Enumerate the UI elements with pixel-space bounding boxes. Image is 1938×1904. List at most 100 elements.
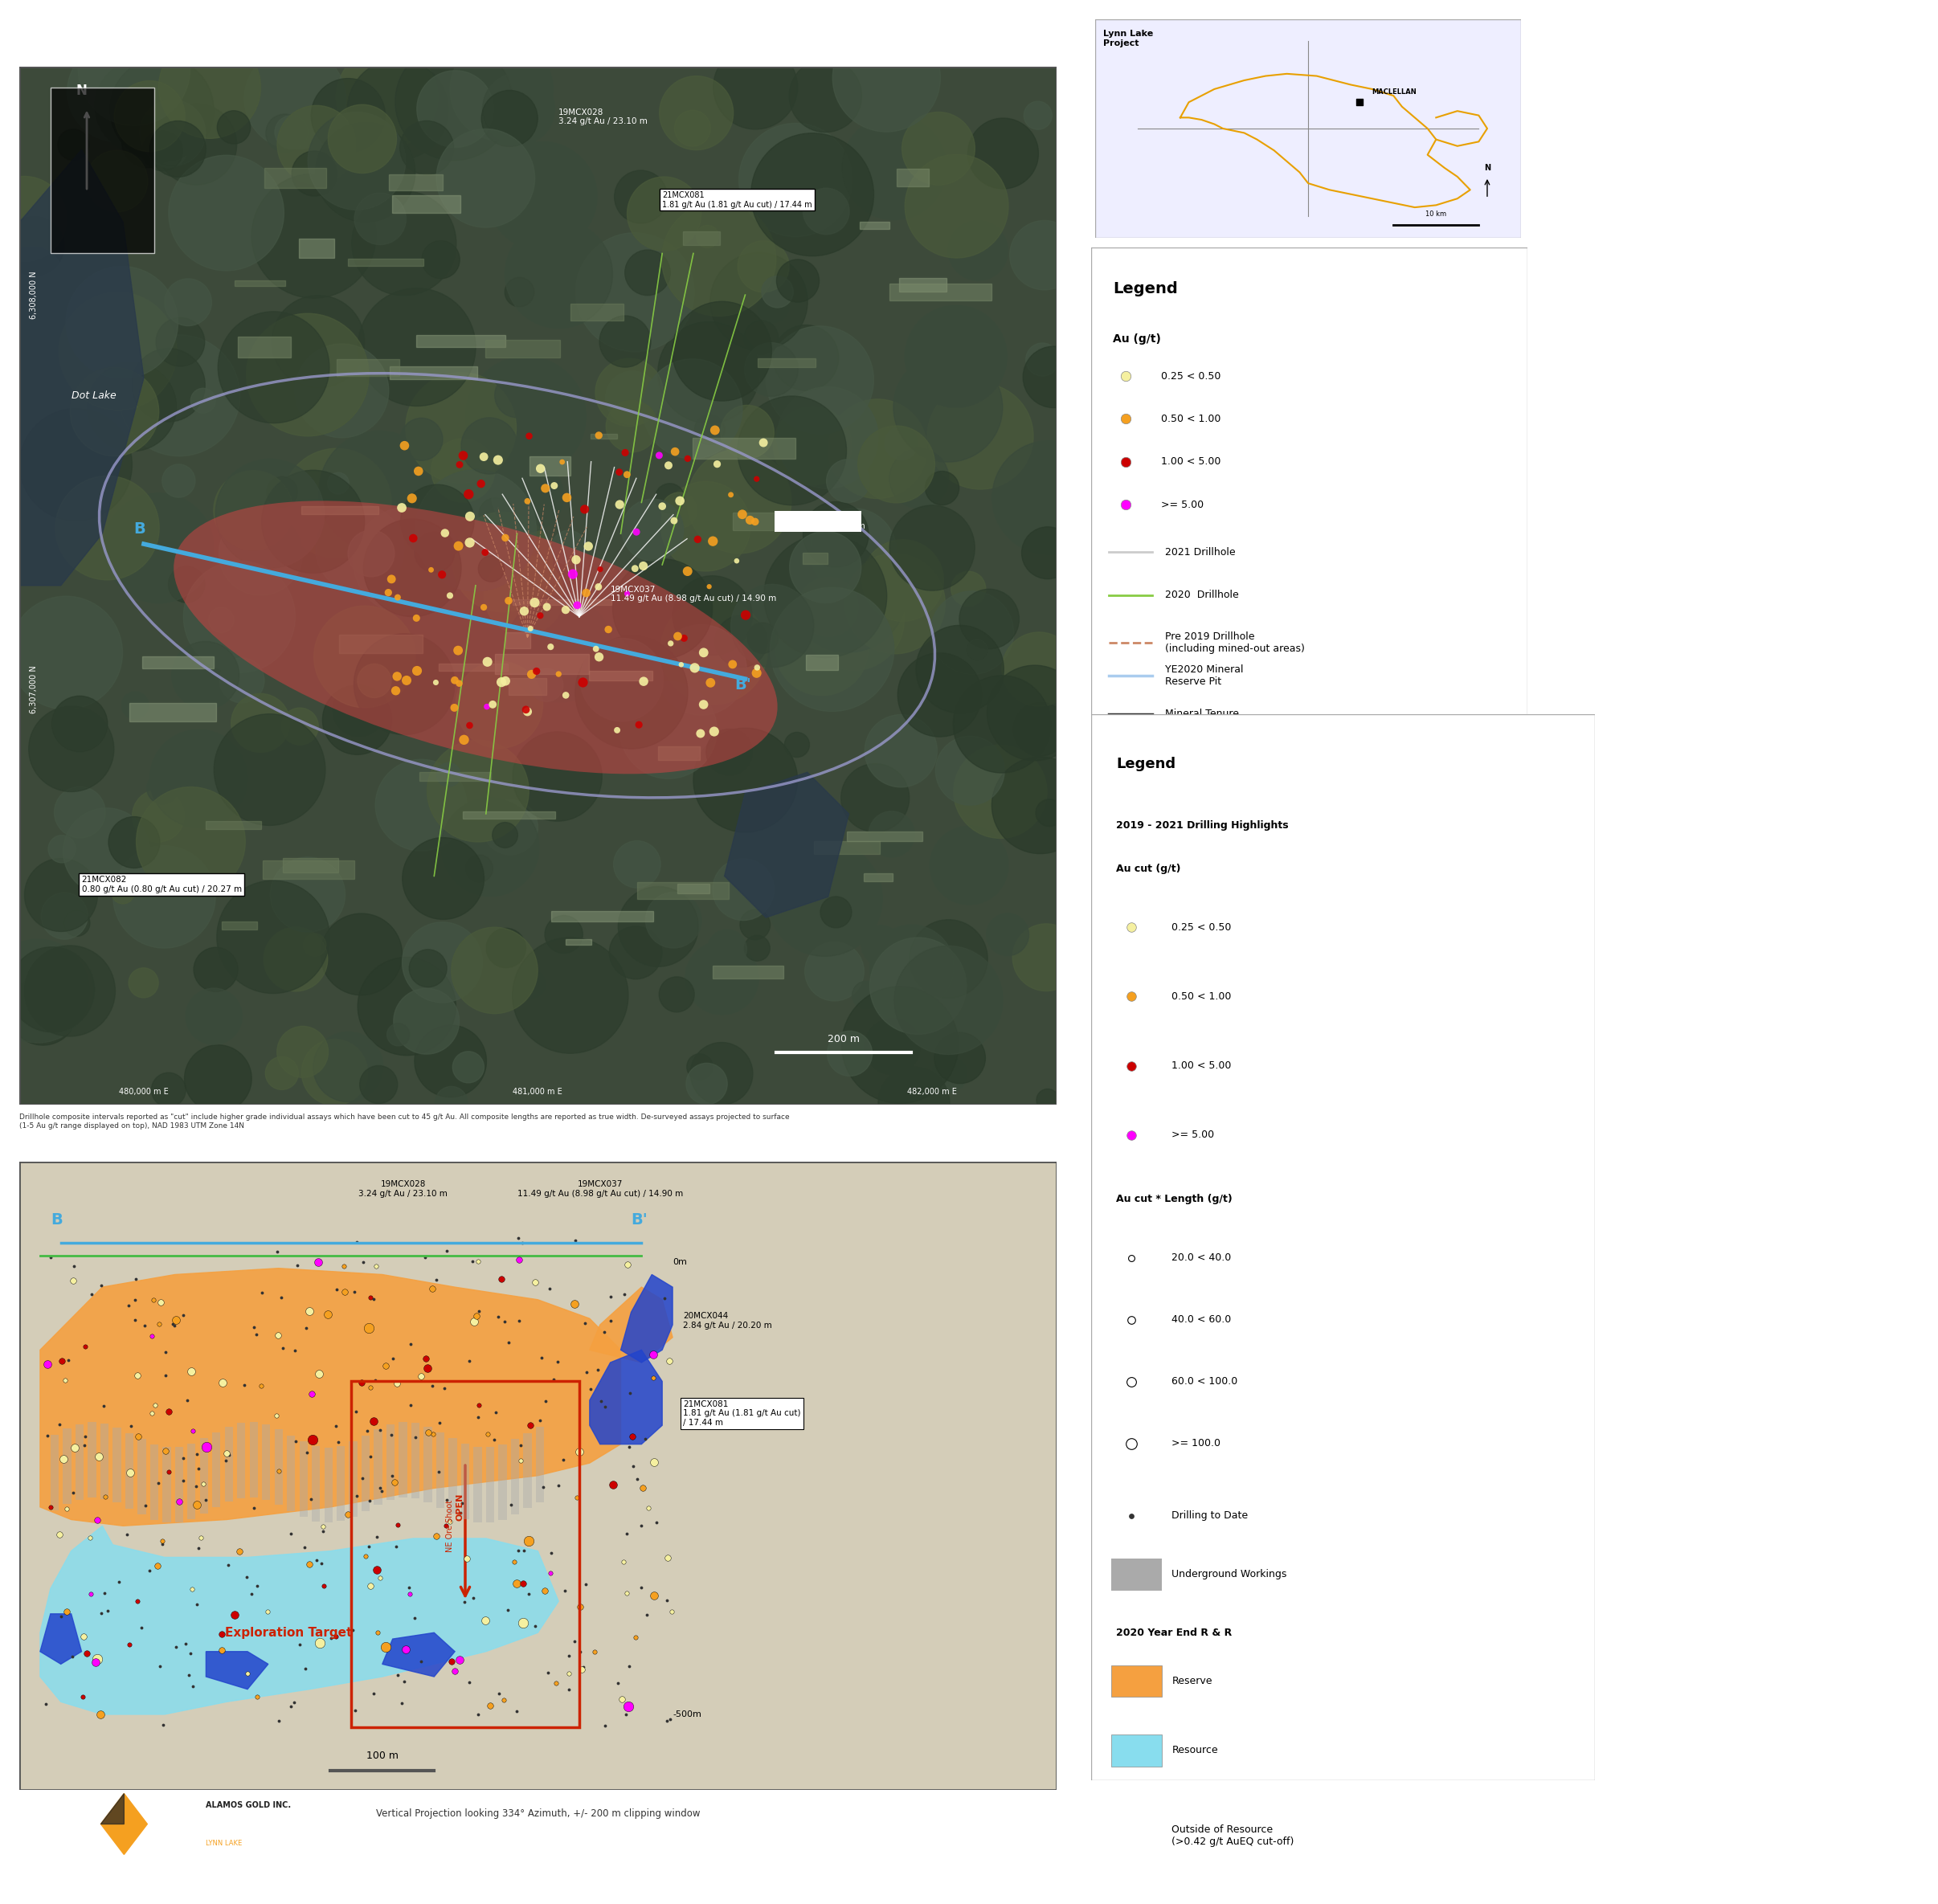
Point: [601, 714, 632, 744]
Point: [275, 1691, 306, 1721]
Point: [560, 1224, 591, 1255]
Point: [312, 1299, 343, 1329]
Circle shape: [190, 388, 215, 413]
Bar: [860, 221, 890, 228]
Point: [514, 1578, 545, 1609]
Text: 2020  Drillhole: 2020 Drillhole: [1165, 590, 1238, 600]
Ellipse shape: [174, 501, 777, 773]
Polygon shape: [725, 773, 849, 918]
Text: 481,000 m E: 481,000 m E: [514, 1087, 562, 1095]
Point: [609, 1279, 640, 1310]
Point: [182, 1453, 213, 1483]
Text: 100 m: 100 m: [366, 1750, 399, 1761]
Point: [421, 1264, 452, 1295]
Bar: [897, 169, 928, 187]
Point: [89, 1481, 120, 1512]
Point: [376, 1418, 407, 1449]
Circle shape: [169, 565, 205, 604]
Point: [403, 455, 434, 486]
Circle shape: [785, 733, 810, 758]
Circle shape: [312, 78, 386, 152]
Point: [353, 1312, 384, 1342]
Point: [508, 596, 539, 626]
Point: [72, 1637, 103, 1668]
Text: B: B: [50, 1213, 62, 1228]
Point: [376, 564, 407, 594]
Point: [145, 1651, 176, 1681]
Point: [399, 1603, 430, 1634]
Point: [502, 1696, 533, 1727]
Point: [60, 1432, 91, 1462]
Bar: [523, 1434, 531, 1508]
Point: [169, 1443, 200, 1474]
Bar: [486, 1447, 494, 1523]
Text: MACLELLAN: MACLELLAN: [1372, 88, 1417, 95]
Point: [399, 1422, 430, 1453]
Point: [370, 1632, 401, 1662]
Point: [213, 1439, 244, 1470]
Point: [382, 1660, 413, 1691]
Circle shape: [395, 44, 514, 160]
Point: [211, 1445, 242, 1476]
Circle shape: [618, 887, 698, 967]
Circle shape: [436, 764, 461, 786]
Circle shape: [905, 305, 1008, 407]
Point: [378, 1344, 409, 1375]
Text: N: N: [76, 84, 87, 97]
Point: [463, 1700, 494, 1731]
Bar: [506, 632, 531, 647]
Point: [262, 1399, 293, 1430]
Point: [610, 438, 641, 468]
Circle shape: [275, 116, 308, 149]
Circle shape: [545, 916, 583, 954]
Bar: [101, 1424, 109, 1498]
Point: [535, 1538, 566, 1569]
Bar: [339, 634, 422, 653]
Point: [56, 1641, 87, 1672]
Point: [428, 1373, 459, 1403]
Circle shape: [114, 80, 184, 152]
Circle shape: [789, 535, 907, 653]
Point: [748, 428, 779, 459]
Circle shape: [936, 737, 1004, 805]
Point: [140, 1390, 171, 1420]
Point: [279, 1687, 310, 1717]
Circle shape: [878, 1068, 950, 1139]
Point: [620, 554, 651, 585]
Text: -500m: -500m: [672, 1710, 702, 1719]
Point: [35, 1491, 66, 1521]
Circle shape: [269, 857, 345, 933]
Bar: [337, 1445, 345, 1521]
Point: [372, 577, 403, 607]
Point: [360, 1365, 391, 1396]
Circle shape: [655, 484, 684, 512]
Polygon shape: [1283, 744, 1337, 796]
Circle shape: [773, 326, 839, 390]
Circle shape: [992, 756, 1089, 853]
Circle shape: [802, 503, 868, 567]
Point: [618, 1451, 649, 1481]
Point: [672, 556, 703, 586]
Point: [434, 581, 465, 611]
Point: [110, 1519, 141, 1550]
Point: [469, 1605, 500, 1636]
Point: [492, 1596, 523, 1626]
Point: [345, 1367, 376, 1398]
Bar: [705, 194, 746, 209]
Circle shape: [924, 470, 959, 505]
Point: [393, 1573, 424, 1603]
Text: 2021 Drillhole: 2021 Drillhole: [1165, 546, 1236, 558]
Circle shape: [934, 611, 977, 653]
Bar: [438, 663, 508, 670]
Point: [238, 1493, 269, 1523]
Circle shape: [769, 588, 893, 712]
Circle shape: [262, 470, 364, 573]
Bar: [50, 88, 155, 253]
Circle shape: [132, 348, 205, 423]
Circle shape: [436, 1087, 467, 1120]
Circle shape: [1012, 923, 1079, 990]
Point: [453, 1668, 484, 1698]
Circle shape: [376, 760, 467, 851]
Circle shape: [713, 46, 798, 129]
Circle shape: [579, 638, 663, 722]
